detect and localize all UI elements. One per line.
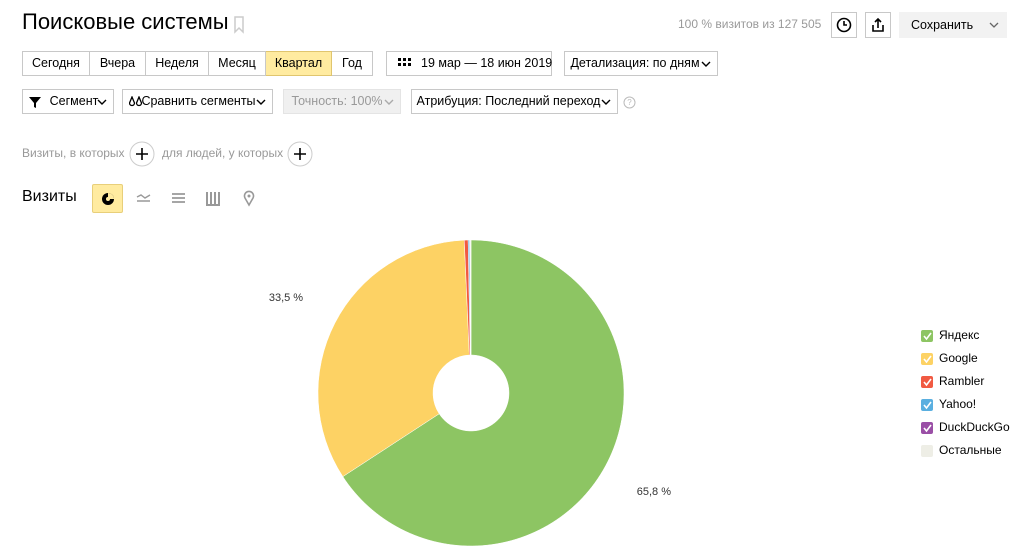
visits-condition: Визиты, в которых xyxy=(22,146,125,160)
legend-checkbox xyxy=(921,445,933,457)
metric-title: Визиты xyxy=(22,188,77,205)
bookmark-icon[interactable] xyxy=(233,16,245,34)
legend-item[interactable]: Яндекс xyxy=(921,328,979,342)
legend-label: Rambler xyxy=(939,374,984,388)
donut-slice xyxy=(317,239,470,477)
legend-checkbox xyxy=(921,376,933,388)
slice-label: 33,5 % xyxy=(269,292,303,304)
legend-label: DuckDuckGo xyxy=(939,420,1010,434)
segment-label: Сегмент xyxy=(49,94,99,108)
save-label: Сохранить xyxy=(911,18,974,32)
export-button[interactable] xyxy=(865,12,891,38)
attribution-button[interactable]: Атрибуция: Последний переход xyxy=(411,89,618,114)
visits-summary: 100 % визитов из 127 505 xyxy=(678,17,822,31)
period-button[interactable]: Год xyxy=(332,51,373,76)
legend-label: Яндекс xyxy=(939,328,979,342)
legend-item[interactable]: Rambler xyxy=(921,374,984,388)
donut-slice xyxy=(469,239,472,356)
add-people-condition[interactable] xyxy=(287,141,313,167)
legend-checkbox xyxy=(921,330,933,342)
pie-view-button[interactable] xyxy=(92,184,123,213)
segment-button[interactable]: Сегмент xyxy=(22,89,114,114)
svg-text:?: ? xyxy=(627,98,632,107)
accuracy-button: Точность: 100% xyxy=(283,89,401,114)
legend-check xyxy=(923,378,932,387)
period-button[interactable]: Квартал xyxy=(266,51,332,76)
donut-chart: 65,8 % Яндекс 33,5 % Google Rambler Yahoo! Duc… xyxy=(269,239,1010,547)
date-range: 19 мар — 18 июн 2019 xyxy=(421,56,553,70)
legend-checkbox xyxy=(921,399,933,411)
people-condition: для людей, у которых xyxy=(162,146,284,160)
history-button[interactable] xyxy=(831,12,857,38)
legend-check xyxy=(923,355,932,364)
period-button[interactable]: Месяц xyxy=(209,51,266,76)
legend-item[interactable]: Остальные xyxy=(921,443,1002,457)
legend-label: Остальные xyxy=(939,443,1002,457)
help-icon[interactable]: ? xyxy=(623,96,636,109)
period-button[interactable]: Вчера xyxy=(90,51,146,76)
legend-item[interactable]: Google xyxy=(921,351,978,365)
period-button[interactable]: Сегодня xyxy=(22,51,90,76)
donut-slice xyxy=(342,239,625,547)
legend-checkbox xyxy=(921,353,933,365)
add-visit-condition[interactable] xyxy=(129,141,155,167)
detail-label: Детализация: по дням xyxy=(570,56,700,70)
legend-label: Yahoo! xyxy=(939,397,976,411)
slice-label: 65,8 % xyxy=(637,486,671,498)
compare-label: Сравнить сегменты xyxy=(141,94,256,108)
date-range-button[interactable]: 19 мар — 18 июн 2019 xyxy=(386,51,552,76)
legend-item[interactable]: DuckDuckGo xyxy=(921,420,1010,434)
view-switcher[interactable] xyxy=(135,190,265,208)
legend-item[interactable]: Yahoo! xyxy=(921,397,976,411)
period-button[interactable]: Неделя xyxy=(146,51,209,76)
legend-label: Google xyxy=(939,351,978,365)
legend-check xyxy=(923,424,932,433)
legend-check xyxy=(923,401,932,410)
legend-check xyxy=(923,332,932,341)
legend-checkbox xyxy=(921,422,933,434)
report-title: Поисковые системы xyxy=(22,9,229,34)
accuracy-label: Точность: 100% xyxy=(291,94,383,108)
compare-button[interactable]: Сравнить сегменты xyxy=(122,89,273,114)
save-button[interactable]: Сохранить xyxy=(899,12,1007,38)
detail-button[interactable]: Детализация: по дням xyxy=(564,51,718,76)
attribution-label: Атрибуция: Последний переход xyxy=(416,94,601,108)
